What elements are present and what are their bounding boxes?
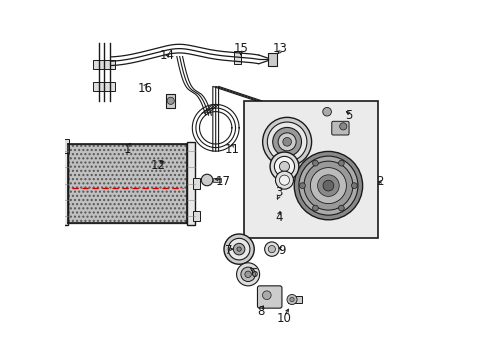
Circle shape xyxy=(201,174,212,186)
Circle shape xyxy=(233,243,244,255)
Text: 10: 10 xyxy=(276,312,291,325)
Circle shape xyxy=(310,168,346,204)
Circle shape xyxy=(299,183,305,189)
Circle shape xyxy=(264,242,279,256)
Circle shape xyxy=(279,175,289,185)
Text: 15: 15 xyxy=(233,42,248,55)
Bar xyxy=(54,139,69,153)
Circle shape xyxy=(286,294,296,305)
Circle shape xyxy=(338,160,344,166)
Circle shape xyxy=(304,161,352,210)
Bar xyxy=(244,101,377,238)
Circle shape xyxy=(282,138,291,146)
Bar xyxy=(60,142,68,225)
Circle shape xyxy=(317,175,339,197)
Text: 12: 12 xyxy=(150,159,165,172)
Text: 5: 5 xyxy=(345,109,352,122)
Bar xyxy=(166,94,175,108)
Text: 3: 3 xyxy=(274,186,282,199)
Bar xyxy=(193,211,200,221)
Circle shape xyxy=(241,267,255,282)
Circle shape xyxy=(275,171,293,189)
Circle shape xyxy=(294,152,362,220)
Circle shape xyxy=(322,107,331,116)
Circle shape xyxy=(351,183,357,189)
Circle shape xyxy=(338,205,344,211)
Circle shape xyxy=(244,271,251,278)
Circle shape xyxy=(167,97,174,104)
Text: 4: 4 xyxy=(274,211,282,224)
Circle shape xyxy=(267,122,306,162)
Circle shape xyxy=(323,180,333,191)
Circle shape xyxy=(262,117,311,166)
Text: 7: 7 xyxy=(224,244,232,257)
Circle shape xyxy=(312,160,318,166)
Text: 6: 6 xyxy=(249,267,257,280)
Bar xyxy=(288,296,302,303)
Circle shape xyxy=(279,161,289,171)
Text: 9: 9 xyxy=(278,244,285,257)
Text: 11: 11 xyxy=(224,143,239,156)
Bar xyxy=(186,142,194,225)
Circle shape xyxy=(236,263,259,286)
Text: 16: 16 xyxy=(138,82,153,95)
Text: 13: 13 xyxy=(272,42,287,55)
Bar xyxy=(93,60,115,69)
Circle shape xyxy=(298,156,357,215)
Circle shape xyxy=(278,133,296,151)
Circle shape xyxy=(339,123,346,130)
Circle shape xyxy=(269,152,298,181)
Circle shape xyxy=(312,205,318,211)
Bar xyxy=(267,53,276,66)
Circle shape xyxy=(228,238,249,260)
Circle shape xyxy=(272,127,301,156)
Bar xyxy=(233,51,241,64)
Bar xyxy=(93,82,115,91)
Circle shape xyxy=(268,246,275,253)
FancyBboxPatch shape xyxy=(331,121,348,135)
Text: 2: 2 xyxy=(375,175,383,188)
FancyBboxPatch shape xyxy=(257,286,282,308)
Circle shape xyxy=(274,156,294,176)
Text: 17: 17 xyxy=(215,175,230,188)
Circle shape xyxy=(237,247,241,251)
Bar xyxy=(212,178,220,182)
Text: 8: 8 xyxy=(257,305,264,318)
Circle shape xyxy=(289,297,294,302)
Bar xyxy=(68,144,186,223)
Text: 14: 14 xyxy=(159,49,174,62)
Circle shape xyxy=(224,234,254,264)
Bar xyxy=(193,178,200,189)
Circle shape xyxy=(262,291,270,300)
Text: 1: 1 xyxy=(123,143,131,156)
